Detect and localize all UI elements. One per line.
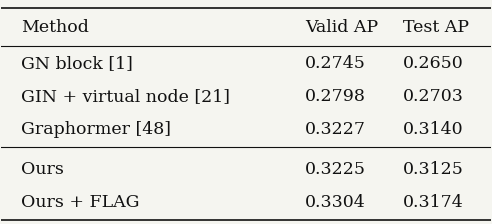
Text: 0.3125: 0.3125 [402,161,463,178]
Text: Ours: Ours [21,161,64,178]
Text: GIN + virtual node [21]: GIN + virtual node [21] [21,88,230,105]
Text: 0.2650: 0.2650 [402,55,463,72]
Text: 0.3225: 0.3225 [305,161,366,178]
Text: 0.3174: 0.3174 [402,194,463,211]
Text: Ours + FLAG: Ours + FLAG [21,194,139,211]
Text: 0.2798: 0.2798 [305,88,366,105]
Text: 0.3140: 0.3140 [402,121,463,138]
Text: 0.3304: 0.3304 [305,194,366,211]
Text: 0.2745: 0.2745 [305,55,366,72]
Text: GN block [1]: GN block [1] [21,55,133,72]
Text: 0.2703: 0.2703 [402,88,463,105]
Text: Method: Method [21,19,89,37]
Text: Graphormer [48]: Graphormer [48] [21,121,171,138]
Text: Valid AP: Valid AP [305,19,378,37]
Text: Test AP: Test AP [402,19,468,37]
Text: 0.3227: 0.3227 [305,121,366,138]
